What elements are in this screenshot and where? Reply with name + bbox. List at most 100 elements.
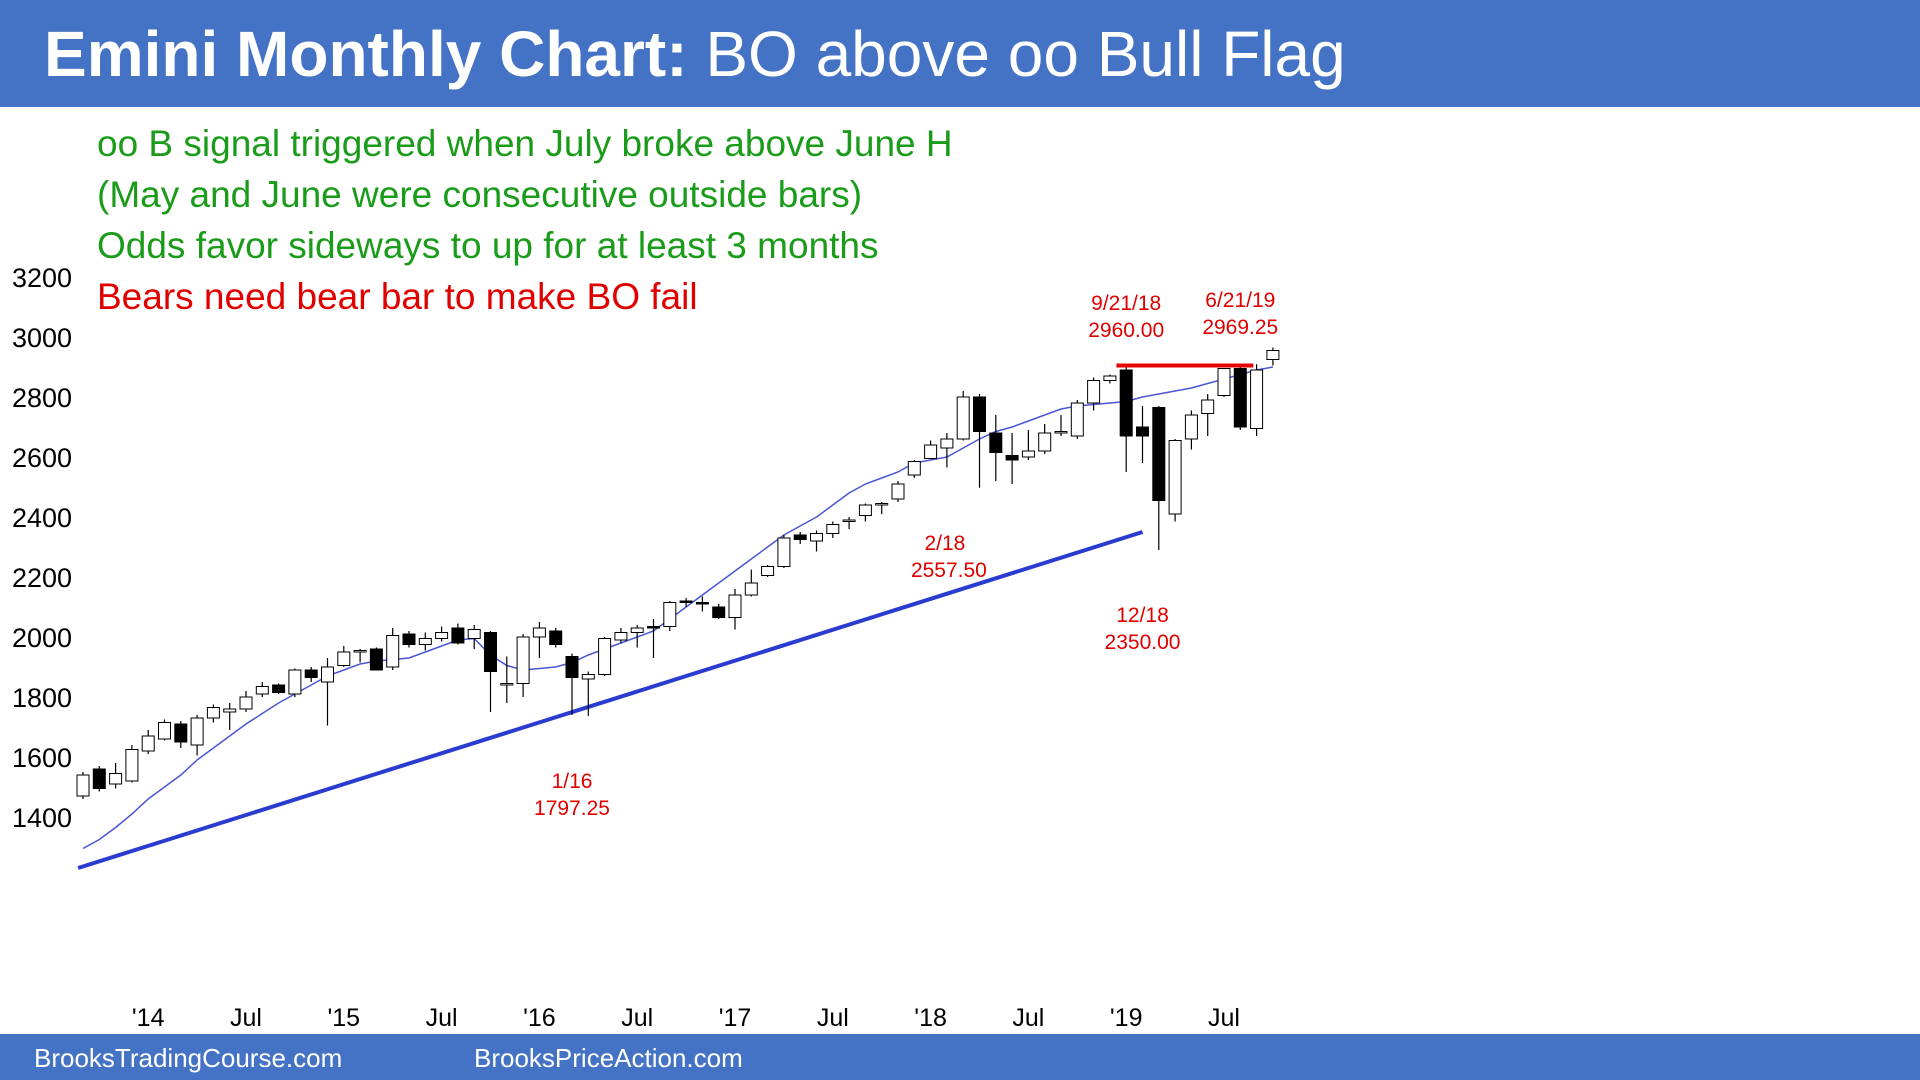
x-tick-label: Jul [1012, 1004, 1044, 1032]
price-annotation: 1797.25 [534, 797, 610, 820]
bull-candle [1103, 375, 1117, 381]
bear-candle [695, 602, 709, 605]
bull-candle [842, 519, 856, 522]
price-annotation: 9/21/18 [1091, 292, 1161, 315]
bull-candle [1184, 414, 1198, 440]
bear-candle [647, 626, 660, 629]
bear-candle [1005, 455, 1019, 461]
price-annotation: 2/18 [924, 532, 965, 555]
note-3: Odds favor sideways to up for at least 3… [97, 225, 879, 266]
bull-candle [500, 683, 514, 686]
x-tick-label: Jul [817, 1004, 849, 1032]
bear-candle [92, 768, 106, 789]
bull-candle [532, 627, 546, 638]
bear-candle [679, 600, 693, 603]
bear-candle [1119, 369, 1133, 437]
bear-candle [369, 648, 383, 671]
bull-candle [924, 444, 938, 459]
bull-candle [614, 632, 628, 641]
y-tick-label: 1400 [12, 803, 72, 833]
bull-candle [1250, 369, 1264, 429]
price-annotation: 12/18 [1116, 604, 1169, 627]
bear-candle [793, 534, 807, 540]
x-tick-label: Jul [230, 1004, 262, 1032]
bull-candle [141, 735, 155, 752]
y-tick-label: 1800 [12, 683, 72, 713]
bear-candle [1152, 407, 1166, 501]
bear-candle [451, 627, 465, 644]
x-tick-label: '18 [914, 1004, 947, 1032]
bear-candle [549, 630, 563, 645]
bull-candle [891, 483, 905, 500]
bull-candle [190, 717, 204, 746]
trendline [77, 530, 1144, 870]
bull-candle [956, 396, 970, 440]
y-tick-label: 3000 [12, 323, 72, 353]
bull-candle [663, 602, 677, 627]
bear-candle [402, 633, 416, 645]
bear-candle [989, 432, 1003, 453]
bull-candle [516, 636, 530, 684]
title-rest: BO above oo Bull Flag [705, 18, 1346, 90]
footer-bar: BrooksTradingCourse.com BrooksPriceActio… [0, 1034, 1920, 1080]
title-bold: Emini Monthly Chart: [44, 18, 688, 90]
bull-candle [858, 504, 872, 516]
note-4: Bears need bear bar to make BO fail [97, 276, 698, 317]
bull-candle [1087, 380, 1101, 404]
x-tick-label: '16 [523, 1004, 556, 1032]
bull-candle [581, 674, 595, 680]
y-tick-label: 1600 [12, 743, 72, 773]
bull-candle [158, 722, 171, 740]
bear-candle [565, 656, 579, 678]
x-tick-label: Jul [621, 1004, 653, 1032]
bull-candle [353, 650, 367, 653]
bull-candle [1021, 450, 1035, 458]
moving-average-line [82, 366, 1274, 850]
bull-candle [418, 638, 432, 645]
y-tick-label: 2400 [12, 503, 72, 533]
bull-candle [598, 638, 612, 675]
bear-candle [712, 606, 726, 618]
bull-candle [76, 774, 90, 797]
bear-candle [484, 632, 497, 672]
bull-candle [386, 635, 400, 668]
bear-candle [304, 669, 318, 678]
y-tick-label: 2000 [12, 623, 72, 653]
bull-candle [1266, 350, 1280, 360]
bear-candle [973, 396, 986, 432]
price-annotation: 2557.50 [911, 559, 987, 582]
bull-candle [1038, 432, 1052, 452]
bull-candle [321, 666, 334, 683]
x-tick-label: '15 [328, 1004, 361, 1032]
x-tick-label: '14 [132, 1004, 165, 1032]
price-annotation: 2960.00 [1088, 319, 1164, 342]
bull-candle [826, 524, 840, 534]
bull-candle [744, 582, 758, 596]
bull-candle [1070, 402, 1084, 437]
bull-candle [1201, 399, 1215, 414]
bull-candle [728, 594, 742, 618]
y-tick-label: 2600 [12, 443, 72, 473]
bull-candle [288, 669, 302, 695]
x-tick-label: Jul [426, 1004, 458, 1032]
bull-candle [435, 632, 449, 639]
bear-candle [272, 684, 286, 693]
price-annotation: 6/21/19 [1205, 289, 1275, 312]
bull-candle [810, 533, 823, 542]
note-2: (May and June were consecutive outside b… [97, 174, 863, 215]
bull-candle [875, 503, 889, 506]
footer-right-text: BrooksPriceAction.com [474, 1043, 743, 1073]
bull-candle [1054, 431, 1068, 434]
bull-candle [255, 686, 269, 695]
y-tick-label: 2200 [12, 563, 72, 593]
x-tick-label: '19 [1110, 1004, 1143, 1032]
bull-candle [1217, 368, 1231, 396]
bull-candle [125, 749, 139, 782]
bear-candle [1233, 368, 1247, 428]
page-title: Emini Monthly Chart: BO above oo Bull Fl… [44, 18, 1346, 90]
bull-candle [206, 707, 220, 719]
header-banner: Emini Monthly Chart: BO above oo Bull Fl… [0, 0, 1920, 107]
y-tick-label: 2800 [12, 383, 72, 413]
bull-candle [337, 651, 351, 666]
